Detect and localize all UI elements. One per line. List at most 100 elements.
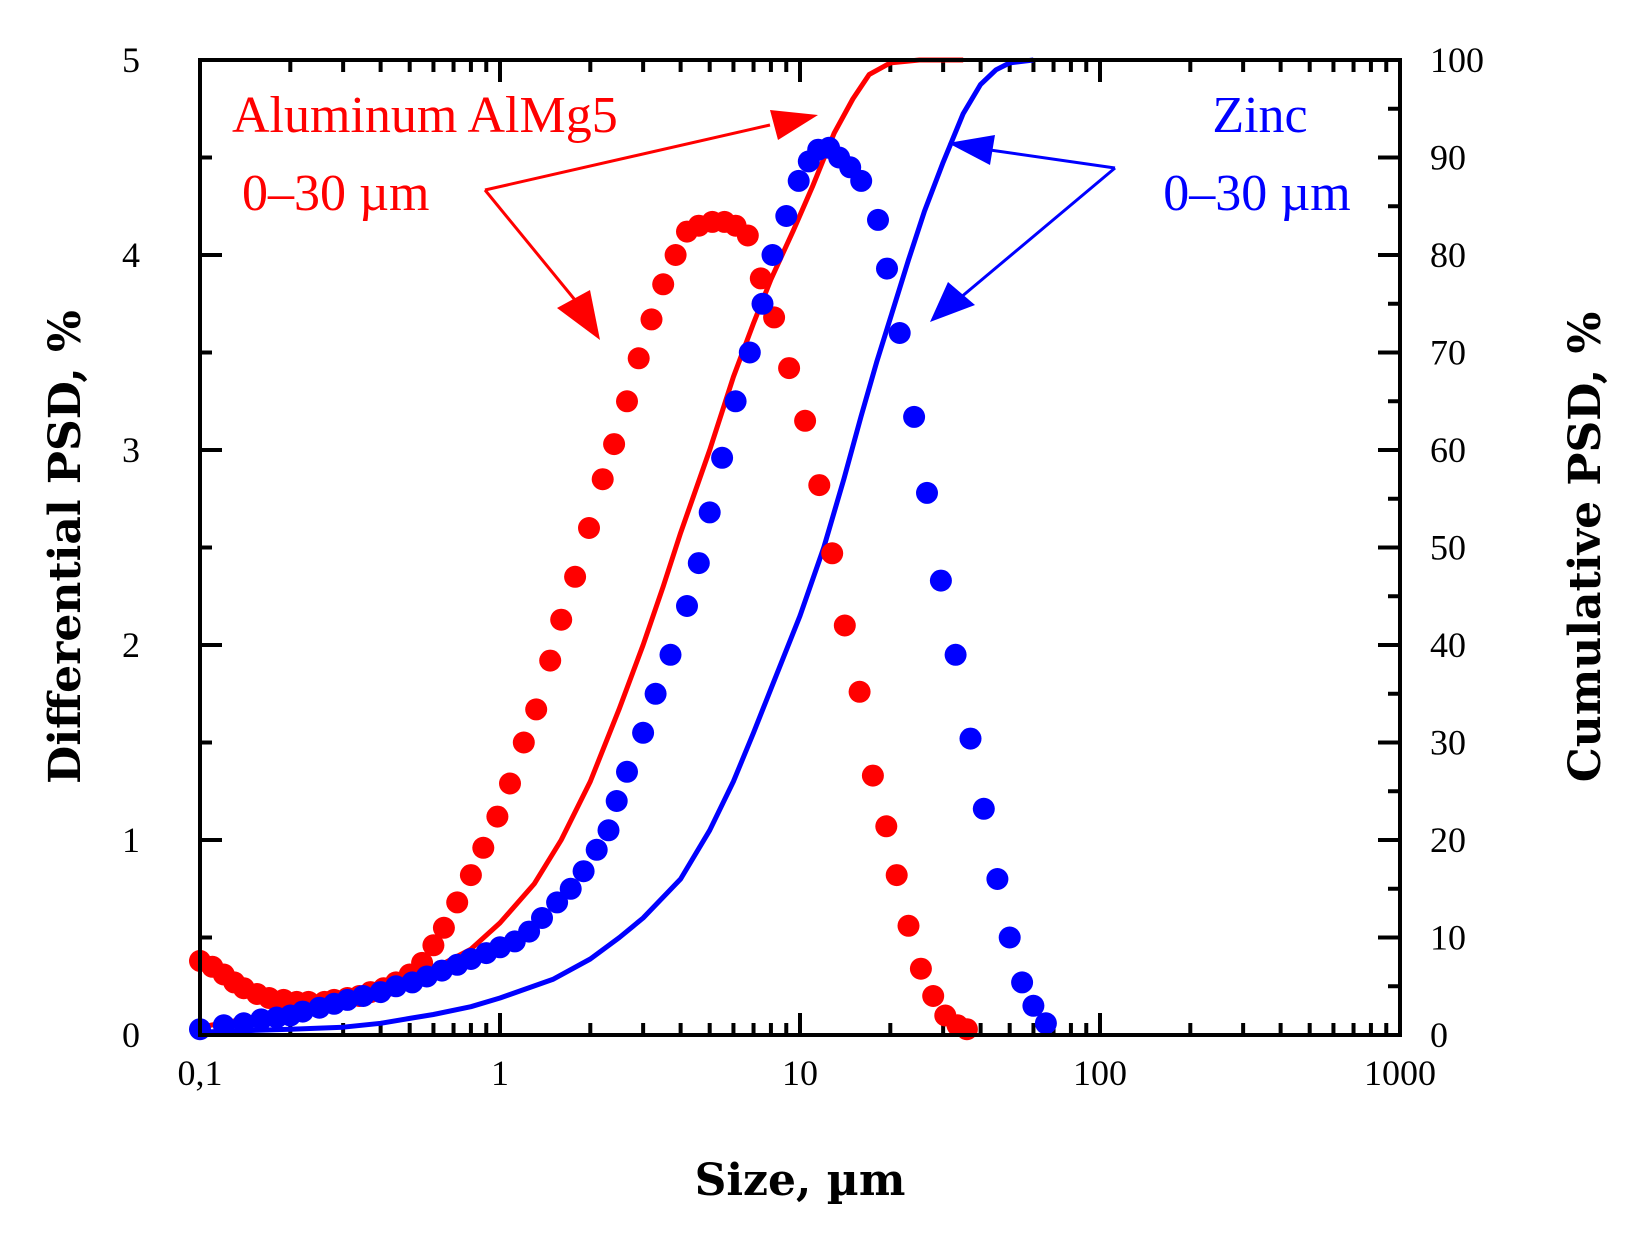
- zinc-data-point: [585, 838, 608, 861]
- zinc-cumulative-line: [199, 57, 1034, 1035]
- zinc-data-point: [751, 292, 774, 315]
- y-left-tick-label: 1: [122, 820, 140, 860]
- zinc-data-point: [632, 721, 655, 744]
- y-left-tick-label: 3: [122, 430, 140, 470]
- y-left-tick-label: 2: [122, 625, 140, 665]
- y-left-tick-label: 4: [122, 235, 140, 275]
- zinc-data-point: [972, 797, 995, 820]
- annotation-zinc-range: 0–30 µm: [1163, 165, 1350, 222]
- aluminum-data-point: [550, 608, 573, 631]
- zinc-data-point: [903, 405, 926, 428]
- aluminum-data-point: [486, 805, 509, 828]
- zinc-data-point: [232, 1012, 255, 1035]
- aluminum-data-point: [922, 985, 945, 1007]
- x-tick-label: 1: [491, 1053, 509, 1093]
- aluminum-data-point: [525, 698, 548, 721]
- aluminum-data-point: [446, 891, 469, 914]
- aluminum-data-point: [422, 934, 445, 957]
- zinc-data-point: [1022, 994, 1045, 1017]
- arrowhead-zinc-differential: [930, 282, 975, 322]
- arrowhead-aluminum-differential: [557, 290, 600, 340]
- zinc-data-point: [572, 860, 595, 883]
- zinc-data-point: [998, 926, 1021, 949]
- aluminum-data-point: [794, 409, 817, 432]
- aluminum-data-point: [664, 244, 687, 266]
- aluminum-data-point: [861, 764, 884, 787]
- y-right-tick-label: 70: [1430, 333, 1466, 373]
- zinc-data-point: [676, 595, 698, 617]
- aluminum-data-point: [652, 273, 675, 296]
- zinc-data-point: [876, 257, 898, 280]
- annotation-zinc-name: Zinc: [1212, 87, 1307, 144]
- zinc-data-point: [959, 727, 982, 750]
- aluminum-data-point: [578, 517, 600, 539]
- arrowhead-zinc-cumulative: [948, 135, 995, 165]
- x-tick-label: 1000: [1364, 1053, 1436, 1093]
- zinc-data-point: [986, 868, 1009, 890]
- zinc-data-point: [212, 1014, 235, 1037]
- y-right-tick-label: 40: [1430, 625, 1466, 665]
- series-group: [189, 57, 1057, 1041]
- zinc-data-point: [698, 501, 721, 524]
- y-left-tick-label: 0: [122, 1015, 140, 1055]
- aluminum-data-point: [539, 649, 562, 672]
- zinc-data-point: [850, 169, 873, 192]
- aluminum-data-point: [897, 914, 920, 937]
- aluminum-data-point: [821, 542, 844, 565]
- zinc-data-point: [546, 891, 569, 914]
- aluminum-data-point: [512, 731, 535, 754]
- arrow-aluminum-to-differential: [483, 189, 577, 301]
- aluminum-data-point: [640, 308, 663, 331]
- zinc-data-point: [616, 760, 638, 783]
- zinc-data-point: [352, 985, 375, 1007]
- aluminum-data-point: [459, 864, 482, 887]
- aluminum-data-point: [627, 347, 650, 370]
- aluminum-data-point: [833, 614, 856, 637]
- aluminum-data-point: [472, 836, 495, 859]
- zinc-data-point: [738, 341, 761, 364]
- aluminum-data-point: [591, 468, 614, 491]
- aluminum-differential-points: [189, 210, 978, 1041]
- aluminum-data-point: [564, 565, 587, 588]
- zinc-data-point: [597, 819, 620, 842]
- x-tick-label: 10: [782, 1053, 818, 1093]
- zinc-data-point: [775, 205, 798, 227]
- annotation-arrows: [483, 110, 1116, 340]
- zinc-data-point: [711, 446, 734, 469]
- y-left-tick-label: 5: [122, 40, 140, 80]
- zinc-data-point: [687, 552, 710, 575]
- y-right-tick-label: 10: [1430, 918, 1466, 958]
- aluminum-data-point: [432, 916, 455, 939]
- aluminum-data-point: [875, 815, 898, 838]
- annotation-aluminum-name: Aluminum AlMg5: [232, 87, 618, 144]
- aluminum-data-point: [885, 864, 908, 887]
- y-right-tick-label: 50: [1430, 528, 1466, 568]
- x-tick-label: 0,1: [178, 1053, 223, 1093]
- axes-group: 0,1 1 10 100 1000012345010203040506070809010…: [122, 40, 1484, 1093]
- aluminum-data-point: [909, 957, 932, 980]
- zinc-data-point: [644, 682, 667, 705]
- aluminum-data-point: [499, 772, 521, 795]
- zinc-data-point: [1011, 971, 1034, 994]
- x-tick-label: 100: [1073, 1053, 1127, 1093]
- annotation-aluminum-range: 0–30 µm: [242, 165, 429, 222]
- zinc-data-point: [761, 244, 784, 266]
- arrow-zinc-to-differential: [959, 166, 1116, 300]
- y-right-tick-label: 30: [1430, 723, 1466, 763]
- arrowhead-aluminum-cumulative: [770, 110, 818, 140]
- x-axis-title: Size, µm: [695, 1155, 906, 1206]
- zinc-data-point: [787, 169, 810, 192]
- zinc-data-point: [944, 643, 967, 666]
- zinc-data-point: [888, 322, 911, 344]
- plot-frame: [198, 58, 1402, 1037]
- aluminum-data-point: [778, 357, 801, 380]
- zinc-data-point: [1034, 1012, 1057, 1035]
- y-right-tick-label: 20: [1430, 820, 1466, 860]
- y-axis-right-title: Cumulative PSD, %: [1560, 312, 1611, 783]
- arrow-aluminum-to-cumulative: [484, 123, 771, 192]
- zinc-data-point: [605, 790, 628, 812]
- arrow-zinc-to-cumulative: [989, 148, 1116, 170]
- y-right-tick-label: 90: [1430, 138, 1466, 178]
- zinc-data-point: [916, 481, 938, 504]
